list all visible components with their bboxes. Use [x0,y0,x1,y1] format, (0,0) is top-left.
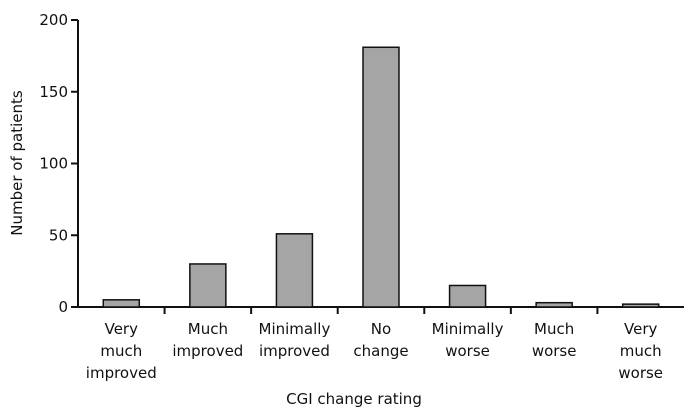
category-label-line: worse [618,364,663,382]
y-tick-label: 100 [39,155,68,173]
category-label: Very much worse [618,320,663,382]
category-label-line: Minimally [259,320,331,338]
category-label-line: Very [105,320,138,338]
category-label-line: worse [532,342,577,360]
category-label-line: much [100,342,142,360]
y-tick-label: 150 [39,83,68,101]
category-labels: Very much improved Much improved Minimally imp… [86,320,663,382]
category-label-line: change [353,342,408,360]
y-tick-label: 50 [49,226,68,244]
y-axis: 0 50 100 150 200 [39,11,79,316]
x-axis [78,306,684,314]
category-label-line: Minimally [432,320,504,338]
category-label-line: much [620,342,662,360]
category-label-line: Very [624,320,657,338]
category-label-line: worse [445,342,490,360]
category-label: Much worse [532,320,577,360]
category-label: Minimally improved [259,320,331,360]
y-axis-label: Number of patients [8,90,26,236]
x-axis-label: CGI change rating [286,390,422,407]
category-label-line: improved [259,342,330,360]
bar [362,46,400,308]
bar [535,301,573,308]
category-label-line: Much [188,320,228,338]
category-label-line: improved [172,342,243,360]
category-label: Very much improved [86,320,157,382]
category-label: Much improved [172,320,243,360]
bar [621,303,660,308]
bar [448,284,487,308]
category-label-line: No [371,320,391,338]
bar [275,233,314,308]
bars [102,46,660,308]
y-tick-label: 0 [58,298,68,316]
bar [189,263,227,308]
category-label-line: Much [534,320,574,338]
category-label: No change [353,320,408,360]
y-tick-label: 200 [39,11,68,29]
category-label: Minimally worse [432,320,504,360]
category-label-line: improved [86,364,157,382]
bar [102,299,141,308]
